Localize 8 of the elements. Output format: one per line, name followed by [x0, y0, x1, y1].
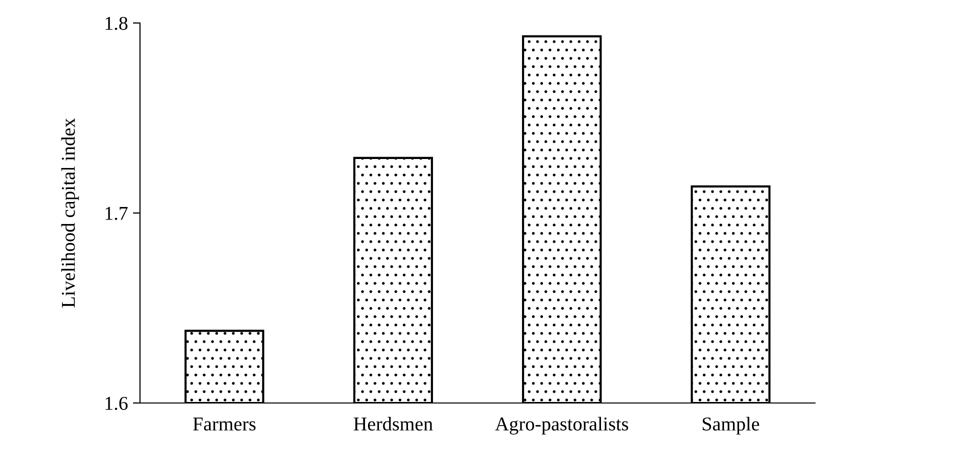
y-tick-label: 1.6 — [106, 396, 128, 410]
y-tick-label: 1.7 — [106, 206, 128, 220]
x-tick-label: Agro-pastoralists — [495, 416, 628, 435]
x-tick-label: Sample — [702, 416, 760, 435]
y-tick-label: 1.8 — [106, 16, 128, 30]
x-tick-label: Farmers — [193, 418, 256, 431]
y-axis-title: Livelihood capital index — [61, 118, 79, 308]
x-tick-label: Herdsmen — [354, 416, 433, 431]
